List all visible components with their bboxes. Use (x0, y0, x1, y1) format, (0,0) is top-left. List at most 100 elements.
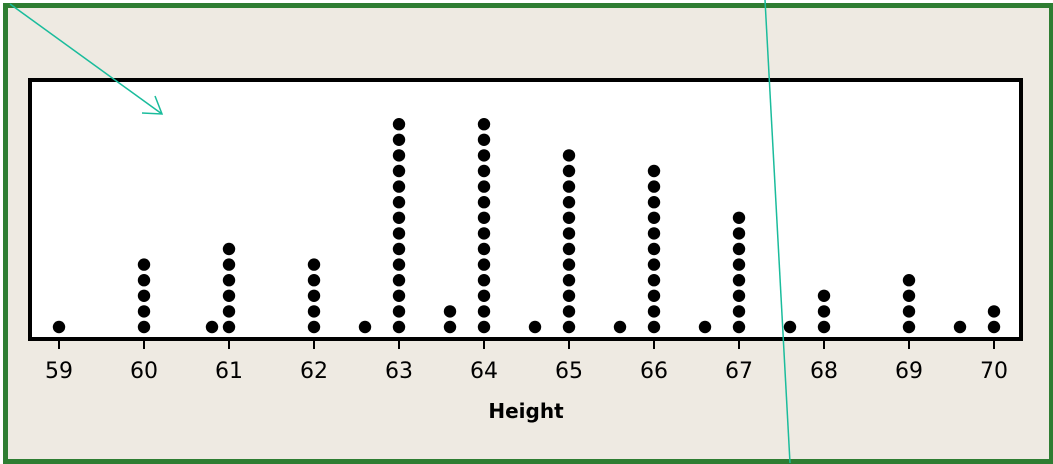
dot-column-61 (222, 242, 236, 334)
dot (647, 320, 661, 334)
dot-column-67.6 (783, 320, 797, 334)
x-axis: 59 60 61 62 63 64 65 66 67 68 69 70 (45, 341, 1008, 384)
dot (732, 258, 746, 271)
annotation-vertical-line (764, 0, 791, 463)
dot (647, 211, 661, 224)
dot (392, 274, 406, 287)
dot-column-63 (392, 118, 406, 334)
dot (647, 196, 661, 209)
x-tick-label: 63 (385, 359, 413, 384)
x-tick-label: 70 (980, 359, 1008, 384)
dot (477, 149, 491, 162)
dot (392, 164, 406, 178)
dot-column-68 (817, 289, 831, 334)
dot (205, 320, 219, 334)
x-tick-label: 64 (470, 359, 498, 384)
dot (477, 305, 491, 318)
dot (307, 274, 321, 287)
dot (987, 305, 1001, 318)
dot (392, 258, 406, 271)
dot (222, 258, 236, 271)
dot (222, 274, 236, 287)
dot (562, 320, 576, 334)
dot (613, 320, 627, 334)
dot (732, 227, 746, 240)
dot (392, 305, 406, 318)
dot (562, 180, 576, 193)
dot (477, 133, 491, 146)
dot (732, 320, 746, 334)
x-axis-label: Height (488, 399, 564, 423)
dot (987, 320, 1001, 334)
dot (222, 320, 236, 334)
dot (732, 305, 746, 318)
dot (817, 320, 831, 334)
dot (902, 320, 916, 334)
dot-column-67 (732, 211, 746, 334)
dot (477, 320, 491, 334)
dot-column-60 (137, 258, 151, 334)
dot (477, 164, 491, 178)
x-tick-label: 59 (45, 359, 73, 384)
dot (562, 164, 576, 178)
dot (562, 289, 576, 302)
dots-layer (52, 118, 1001, 334)
dot (647, 180, 661, 193)
dot (137, 289, 151, 302)
dot-column-66 (647, 164, 661, 334)
dot (392, 289, 406, 302)
dot (902, 274, 916, 287)
x-tick-label: 62 (300, 359, 328, 384)
dot (647, 227, 661, 240)
dot (953, 320, 967, 334)
dot (392, 242, 406, 256)
dot (477, 289, 491, 302)
plot-area (28, 78, 1023, 341)
dot (392, 227, 406, 240)
dot (477, 258, 491, 271)
dot (392, 211, 406, 224)
dot (222, 305, 236, 318)
dot (137, 274, 151, 287)
dot (222, 289, 236, 302)
dot (562, 274, 576, 287)
dot (732, 242, 746, 256)
dot (477, 242, 491, 256)
dot (358, 320, 372, 334)
dot (562, 305, 576, 318)
dot (647, 258, 661, 271)
dot (307, 320, 321, 334)
dot (307, 289, 321, 302)
dot-column-62 (307, 258, 321, 334)
dot-column-69.6 (953, 320, 967, 334)
dot (732, 289, 746, 302)
dot (477, 118, 491, 131)
dot (477, 274, 491, 287)
dot (222, 242, 236, 256)
dot (817, 305, 831, 318)
dot-column-64.6 (528, 320, 542, 334)
dot (562, 227, 576, 240)
dot (647, 289, 661, 302)
dot (307, 258, 321, 271)
x-tick-label: 65 (555, 359, 583, 384)
dot (783, 320, 797, 334)
dot (392, 180, 406, 193)
dot (562, 196, 576, 209)
dot (647, 242, 661, 256)
dot (732, 211, 746, 224)
dot (392, 149, 406, 162)
dot (307, 305, 321, 318)
dot (137, 258, 151, 271)
dot (647, 274, 661, 287)
dot (902, 305, 916, 318)
dot (562, 211, 576, 224)
dot (477, 196, 491, 209)
dot-column-65.6 (613, 320, 627, 334)
dot (698, 320, 712, 334)
dot-column-62.6 (358, 320, 372, 334)
dot (52, 320, 66, 334)
dot (562, 149, 576, 162)
dot (562, 258, 576, 271)
